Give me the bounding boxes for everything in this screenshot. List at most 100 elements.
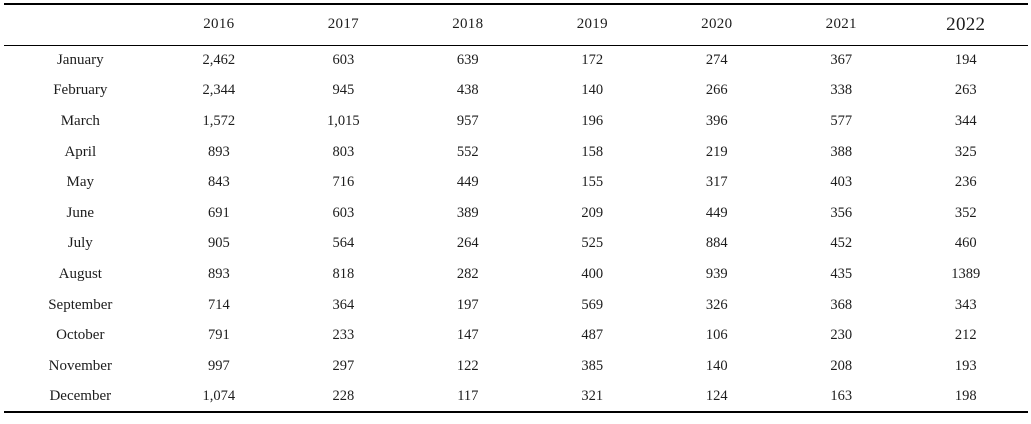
table-cell: 356 (830, 204, 853, 221)
month-label: September (48, 296, 113, 313)
table-cell: 893 (207, 143, 230, 160)
table-cell: 117 (457, 387, 479, 404)
table-cell: 317 (705, 174, 728, 191)
table-cell: 791 (207, 327, 230, 344)
table-cell: 352 (954, 204, 977, 221)
month-label: July (67, 235, 93, 252)
table-cell: 147 (456, 327, 479, 344)
table-cell: 997 (207, 357, 230, 374)
month-label: November (48, 357, 112, 374)
table-cell: 577 (830, 112, 853, 129)
table-cell: 219 (705, 143, 728, 160)
table-cell: 282 (456, 265, 479, 282)
table-cell: 843 (207, 174, 230, 191)
table-cell: 1,015 (327, 112, 360, 129)
table-row: February 2,344 945 438 140 266 338 263 (4, 76, 1028, 107)
table-cell: 230 (830, 327, 853, 344)
table-cell: 209 (581, 204, 604, 221)
table-cell: 344 (954, 112, 977, 129)
column-header-2016: 2016 (203, 16, 235, 33)
month-label: February (53, 82, 108, 99)
header-row: 2016 2017 2018 2019 2020 2021 2022 (4, 4, 1028, 45)
table-cell: 266 (705, 82, 728, 99)
month-label: January (56, 52, 104, 69)
table-cell: 367 (830, 52, 853, 69)
month-label: December (49, 387, 112, 404)
table-row: November 997 297 122 385 140 208 193 (4, 351, 1028, 382)
table-cell: 233 (332, 327, 355, 344)
table-cell: 905 (207, 235, 230, 252)
table-cell: 564 (332, 235, 355, 252)
table-row: July 905 564 264 525 884 452 460 (4, 229, 1028, 260)
table-cell: 603 (332, 52, 355, 69)
table-cell: 884 (705, 235, 728, 252)
table-cell: 106 (705, 327, 728, 344)
table-cell: 818 (332, 265, 355, 282)
month-label: May (66, 174, 95, 191)
table-cell: 691 (207, 204, 230, 221)
table-cell: 274 (705, 52, 728, 69)
table-cell: 525 (581, 235, 604, 252)
table-cell: 569 (581, 296, 604, 313)
table-cell: 122 (456, 357, 479, 374)
table-row: March 1,572 1,015 957 196 396 577 344 (4, 106, 1028, 137)
table-cell: 2,462 (202, 52, 236, 69)
table-cell: 803 (332, 143, 355, 160)
table-cell: 714 (207, 296, 230, 313)
table-row: June 691 603 389 209 449 356 352 (4, 198, 1028, 229)
table-cell: 124 (705, 387, 728, 404)
table-cell: 338 (830, 82, 853, 99)
table-cell: 264 (456, 235, 479, 252)
table-cell: 163 (830, 387, 853, 404)
table-cell: 172 (581, 52, 604, 69)
table-cell: 196 (581, 112, 604, 129)
table-cell: 208 (830, 357, 853, 374)
table-cell: 388 (830, 143, 853, 160)
table-cell: 193 (954, 357, 977, 374)
table-row: August 893 818 282 400 939 435 1389 (4, 259, 1028, 290)
table-cell: 460 (954, 235, 977, 252)
table-cell: 325 (954, 143, 977, 160)
table-cell: 140 (581, 82, 604, 99)
table-cell: 403 (830, 174, 853, 191)
table-cell: 639 (456, 52, 479, 69)
table-cell: 321 (581, 387, 604, 404)
column-header-2019: 2019 (576, 16, 608, 33)
table-cell: 368 (830, 296, 853, 313)
table-cell: 939 (705, 265, 728, 282)
table-cell: 2,344 (202, 82, 236, 99)
column-header-2021: 2021 (825, 16, 857, 33)
table-cell: 364 (332, 296, 355, 313)
table-cell: 228 (332, 387, 355, 404)
column-header-2018: 2018 (452, 16, 484, 33)
table-cell: 385 (581, 357, 604, 374)
table-cell: 603 (332, 204, 355, 221)
table-cell: 957 (456, 112, 479, 129)
table-cell: 212 (954, 327, 977, 344)
table-body: January 2,462 603 639 172 274 367 194 February 2,… (4, 45, 1028, 413)
table-cell: 435 (830, 265, 853, 282)
table-row: September 714 364 197 569 326 368 343 (4, 290, 1028, 321)
table-cell: 389 (456, 204, 479, 221)
table-cell: 452 (830, 235, 853, 252)
table-cell: 438 (456, 82, 479, 99)
table-cell: 158 (581, 143, 604, 160)
table-row: January 2,462 603 639 172 274 367 194 (4, 45, 1028, 76)
table-cell: 236 (954, 174, 977, 191)
table-row: December 1,074 228 117 321 124 163 198 (4, 382, 1028, 413)
month-label: October (56, 327, 105, 344)
table-cell: 1,074 (202, 387, 236, 404)
table-cell: 400 (581, 265, 604, 282)
table-row: May 843 716 449 155 317 403 236 (4, 167, 1028, 198)
table-cell: 716 (332, 174, 355, 191)
table-cell: 198 (954, 387, 977, 404)
table-cell: 343 (954, 296, 977, 313)
column-header-2022: 2022 (946, 13, 986, 35)
table-row: October 791 233 147 487 106 230 212 (4, 320, 1028, 351)
table-cell: 449 (456, 174, 479, 191)
table-cell: 155 (581, 174, 604, 191)
table-cell: 263 (954, 82, 977, 99)
table-cell: 326 (705, 296, 728, 313)
monthly-yearly-data-table: 2016 2017 2018 2019 2020 2021 2022 Janua… (4, 3, 1028, 413)
table-cell: 552 (456, 143, 479, 160)
